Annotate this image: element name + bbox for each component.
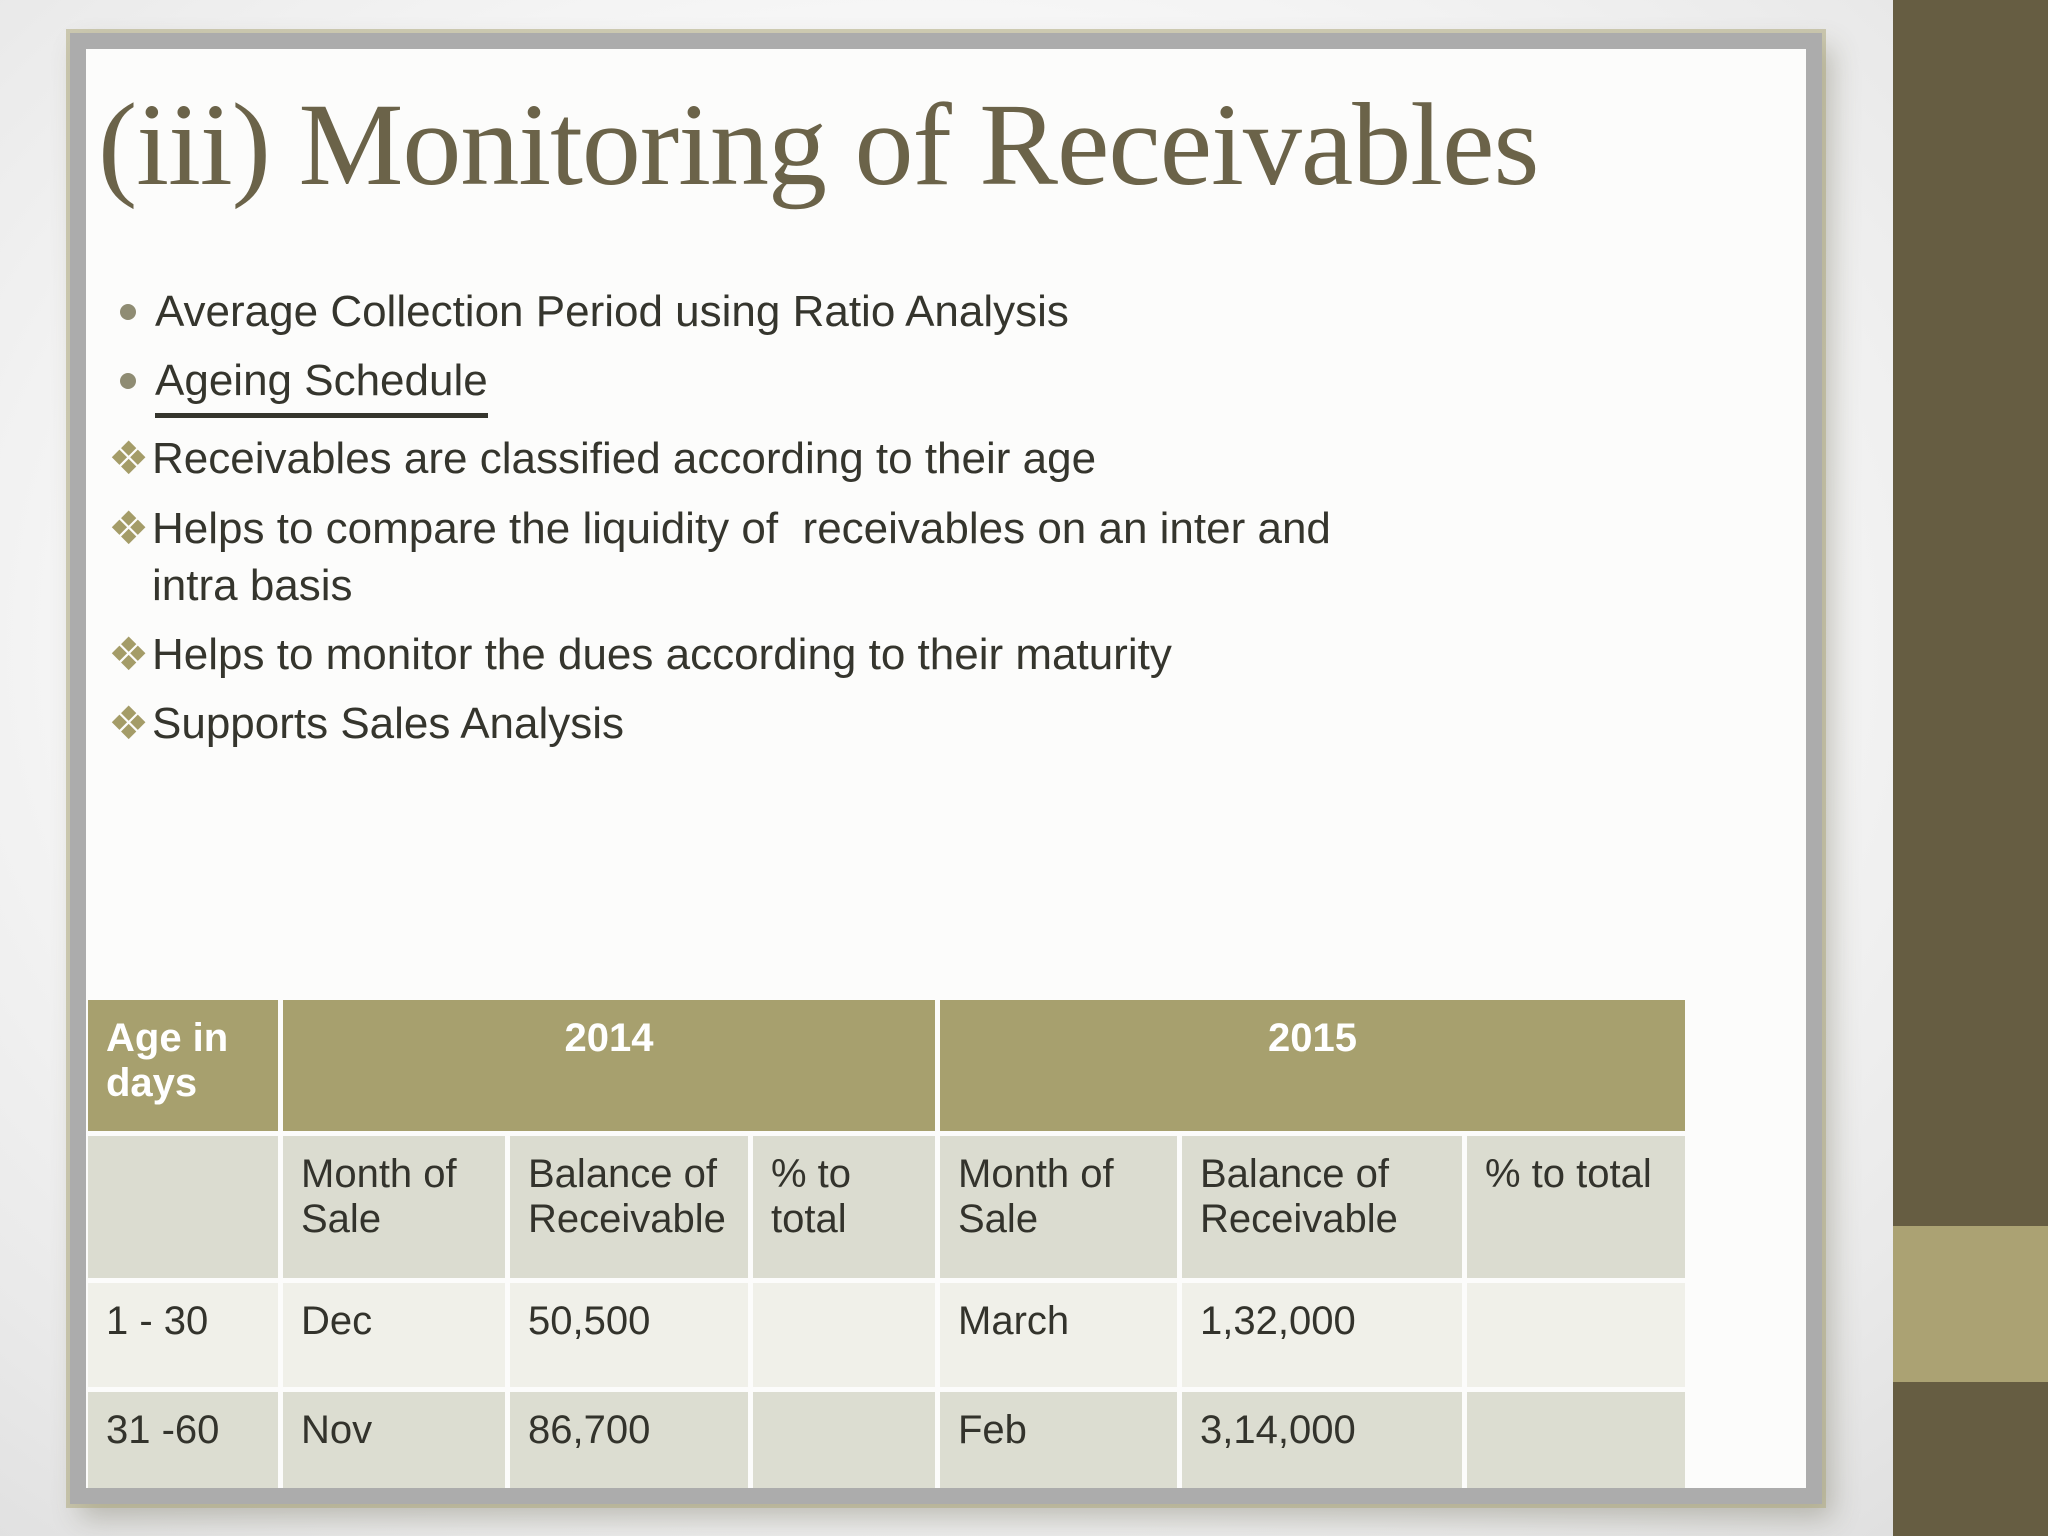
table-cell: 86,700 <box>510 1392 748 1488</box>
table-subheader: % to total <box>753 1136 935 1278</box>
table-subheader: % to total <box>1467 1136 1685 1278</box>
slide-content: (iii) Monitoring of Receivables Average … <box>86 49 1806 1488</box>
diamond-bullet-icon: ❖ <box>108 500 150 555</box>
table-cell: March <box>940 1283 1177 1387</box>
bullet-text: Supports Sales Analysis <box>152 699 625 749</box>
table-cell: 50,500 <box>510 1283 748 1387</box>
table-cell: 3,14,000 <box>1182 1392 1462 1488</box>
table-subheader: Balance of Receivable <box>1182 1136 1462 1278</box>
page-title: (iii) Monitoring of Receivables <box>98 79 1539 210</box>
table-cell: 31 -60 <box>88 1392 278 1488</box>
table-header-age-in-days: Age in days <box>88 1000 278 1131</box>
ageing-schedule-table: Age in days 2014 2015 Month of Sale Bala… <box>88 1000 1685 1488</box>
table-subheader: Month of Sale <box>940 1136 1177 1278</box>
table-subheader-blank <box>88 1136 278 1278</box>
table-cell <box>753 1392 935 1488</box>
bullet-text: Helps to monitor the dues according to t… <box>152 629 1172 679</box>
table-cell <box>753 1283 935 1387</box>
right-sidebar-band <box>1893 0 2048 1536</box>
table-cell: Nov <box>283 1392 505 1488</box>
list-item: Average Collection Period using Ratio An… <box>100 283 1740 340</box>
list-item: ❖ Receivables are classified according t… <box>100 430 1740 487</box>
sidebar-accent-square <box>1893 1226 2048 1382</box>
bullet-text: Receivables are classified according to … <box>152 434 1097 484</box>
table-cell <box>1467 1392 1685 1488</box>
bullet-text-underlined: Ageing Schedule <box>155 352 488 419</box>
table-cell: Dec <box>283 1283 505 1387</box>
diamond-bullet-icon: ❖ <box>108 431 150 486</box>
bullet-list: Average Collection Period using Ratio An… <box>100 283 1740 764</box>
list-item: Ageing Schedule <box>100 352 1740 419</box>
bullet-text: Average Collection Period using Ratio An… <box>155 287 1069 336</box>
table-cell: 1 - 30 <box>88 1283 278 1387</box>
table-header-2014: 2014 <box>283 1000 935 1131</box>
table-cell <box>1467 1283 1685 1387</box>
list-item: ❖ Supports Sales Analysis <box>100 695 1740 752</box>
diamond-bullet-icon: ❖ <box>108 696 150 751</box>
table-cell: 1,32,000 <box>1182 1283 1462 1387</box>
slide-frame: (iii) Monitoring of Receivables Average … <box>70 33 1822 1504</box>
table-header-2015: 2015 <box>940 1000 1685 1131</box>
bullet-text: Helps to compare the liquidity of receiv… <box>152 503 1331 610</box>
list-item: ❖ Helps to compare the liquidity of rece… <box>100 500 1740 614</box>
diamond-bullet-icon: ❖ <box>108 626 150 681</box>
table-subheader: Month of Sale <box>283 1136 505 1278</box>
list-item: ❖ Helps to monitor the dues according to… <box>100 626 1740 683</box>
table-cell: Feb <box>940 1392 1177 1488</box>
table-subheader: Balance of Receivable <box>510 1136 748 1278</box>
